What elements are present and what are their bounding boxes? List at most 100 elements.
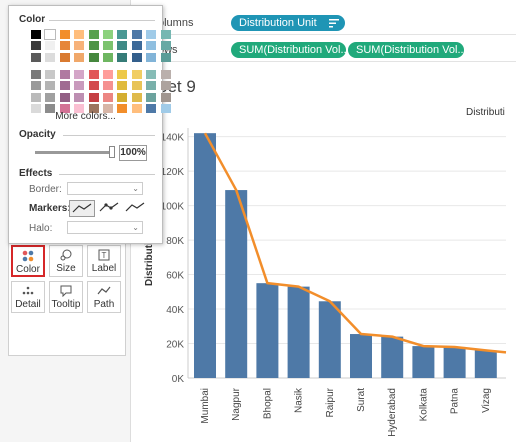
color-swatch[interactable]	[103, 92, 113, 102]
color-swatch[interactable]	[103, 30, 113, 39]
color-swatch[interactable]	[45, 69, 56, 79]
label-button[interactable]: T Label	[87, 245, 121, 277]
color-swatch[interactable]	[131, 69, 142, 79]
border-select[interactable]: ⌄	[67, 182, 143, 195]
color-swatch[interactable]	[103, 41, 113, 51]
color-swatch[interactable]	[103, 103, 113, 113]
color-swatch[interactable]	[160, 69, 171, 79]
color-swatch[interactable]	[88, 30, 99, 39]
color-swatch[interactable]	[146, 41, 157, 51]
color-swatch[interactable]	[88, 52, 99, 62]
color-swatch[interactable]	[74, 81, 85, 91]
color-swatch[interactable]	[117, 81, 128, 91]
color-swatch[interactable]	[31, 41, 41, 51]
detail-button[interactable]: Detail	[11, 281, 45, 313]
bar[interactable]	[225, 190, 248, 378]
color-swatch[interactable]	[146, 92, 157, 102]
opacity-slider-thumb[interactable]	[109, 146, 115, 158]
color-swatch[interactable]	[88, 81, 99, 91]
color-swatch[interactable]	[31, 103, 41, 113]
color-swatch[interactable]	[59, 69, 70, 79]
color-swatch[interactable]	[117, 52, 128, 62]
color-swatch[interactable]	[117, 103, 128, 113]
color-swatch[interactable]	[117, 30, 128, 39]
color-swatch[interactable]	[59, 41, 70, 51]
color-swatch[interactable]	[131, 52, 142, 62]
color-swatch[interactable]	[74, 103, 85, 113]
color-swatch[interactable]	[31, 81, 41, 91]
line-series[interactable]	[203, 132, 507, 354]
path-button[interactable]: Path	[87, 281, 121, 313]
color-swatch[interactable]	[146, 52, 157, 62]
columns-pill[interactable]: Distribution Unit	[231, 15, 345, 31]
color-swatch[interactable]	[117, 41, 128, 51]
color-swatch[interactable]	[45, 41, 56, 51]
color-swatch[interactable]	[131, 41, 142, 51]
color-swatch[interactable]	[103, 69, 113, 79]
tooltip-button[interactable]: Tooltip	[49, 281, 83, 313]
bar[interactable]	[412, 346, 435, 378]
color-swatch[interactable]	[103, 52, 113, 62]
color-swatch[interactable]	[146, 103, 157, 113]
color-swatch[interactable]	[160, 52, 171, 62]
color-swatch[interactable]	[31, 69, 41, 79]
color-swatch[interactable]	[146, 30, 157, 39]
color-swatch[interactable]	[131, 81, 142, 91]
color-swatch[interactable]	[59, 52, 70, 62]
color-swatch[interactable]	[160, 92, 171, 102]
color-swatch[interactable]	[31, 52, 41, 62]
color-swatch[interactable]	[160, 30, 171, 39]
color-swatch[interactable]	[88, 41, 99, 51]
markers-some-option[interactable]	[97, 200, 121, 215]
color-swatch[interactable]	[160, 103, 171, 113]
color-swatch[interactable]	[88, 103, 99, 113]
more-colors-link[interactable]: More colors...	[55, 111, 116, 122]
color-swatch[interactable]	[45, 92, 56, 102]
bar[interactable]	[474, 350, 497, 378]
color-swatch[interactable]	[74, 52, 85, 62]
color-swatch[interactable]	[160, 81, 171, 91]
color-swatch[interactable]	[146, 81, 157, 91]
color-swatch[interactable]	[74, 92, 85, 102]
color-swatch[interactable]	[146, 69, 157, 79]
color-swatch[interactable]	[88, 69, 99, 79]
color-swatch[interactable]	[44, 29, 57, 40]
bar[interactable]	[287, 286, 310, 378]
halo-select[interactable]: ⌄	[67, 221, 143, 234]
markers-all-option[interactable]	[123, 200, 147, 215]
markers-none-option[interactable]	[69, 200, 95, 217]
bar[interactable]	[350, 334, 372, 378]
x-tick-label: Bhopal	[262, 388, 273, 419]
rows-pill-1[interactable]: SUM(Distribution Vol..	[231, 42, 347, 58]
color-swatch[interactable]	[117, 69, 128, 79]
color-button[interactable]: Color	[11, 245, 45, 277]
color-swatch[interactable]	[74, 30, 85, 39]
opacity-slider[interactable]	[35, 146, 115, 158]
bar[interactable]	[256, 283, 279, 378]
color-swatch[interactable]	[103, 81, 113, 91]
color-swatch[interactable]	[74, 41, 85, 51]
color-swatch[interactable]	[59, 103, 70, 113]
color-swatch[interactable]	[45, 52, 56, 62]
color-swatch[interactable]	[160, 41, 171, 51]
color-swatch[interactable]	[45, 81, 56, 91]
color-swatch[interactable]	[59, 30, 70, 39]
rows-pill-2[interactable]: SUM(Distribution Vol..	[348, 42, 464, 58]
opacity-value[interactable]: 100%	[119, 145, 147, 161]
color-swatch[interactable]	[74, 69, 85, 79]
color-swatch[interactable]	[131, 92, 142, 102]
color-swatch[interactable]	[31, 92, 41, 102]
bar[interactable]	[443, 346, 466, 378]
bar[interactable]	[381, 336, 404, 378]
size-button[interactable]: Size	[49, 245, 83, 277]
color-swatch[interactable]	[45, 103, 56, 113]
color-swatch[interactable]	[59, 92, 70, 102]
color-swatch[interactable]	[59, 81, 70, 91]
color-swatch[interactable]	[131, 103, 142, 113]
bar[interactable]	[194, 133, 216, 378]
color-swatch[interactable]	[117, 92, 128, 102]
color-swatch[interactable]	[31, 30, 41, 39]
color-swatch[interactable]	[131, 30, 142, 39]
color-swatch[interactable]	[88, 92, 99, 102]
bar[interactable]	[318, 301, 341, 378]
